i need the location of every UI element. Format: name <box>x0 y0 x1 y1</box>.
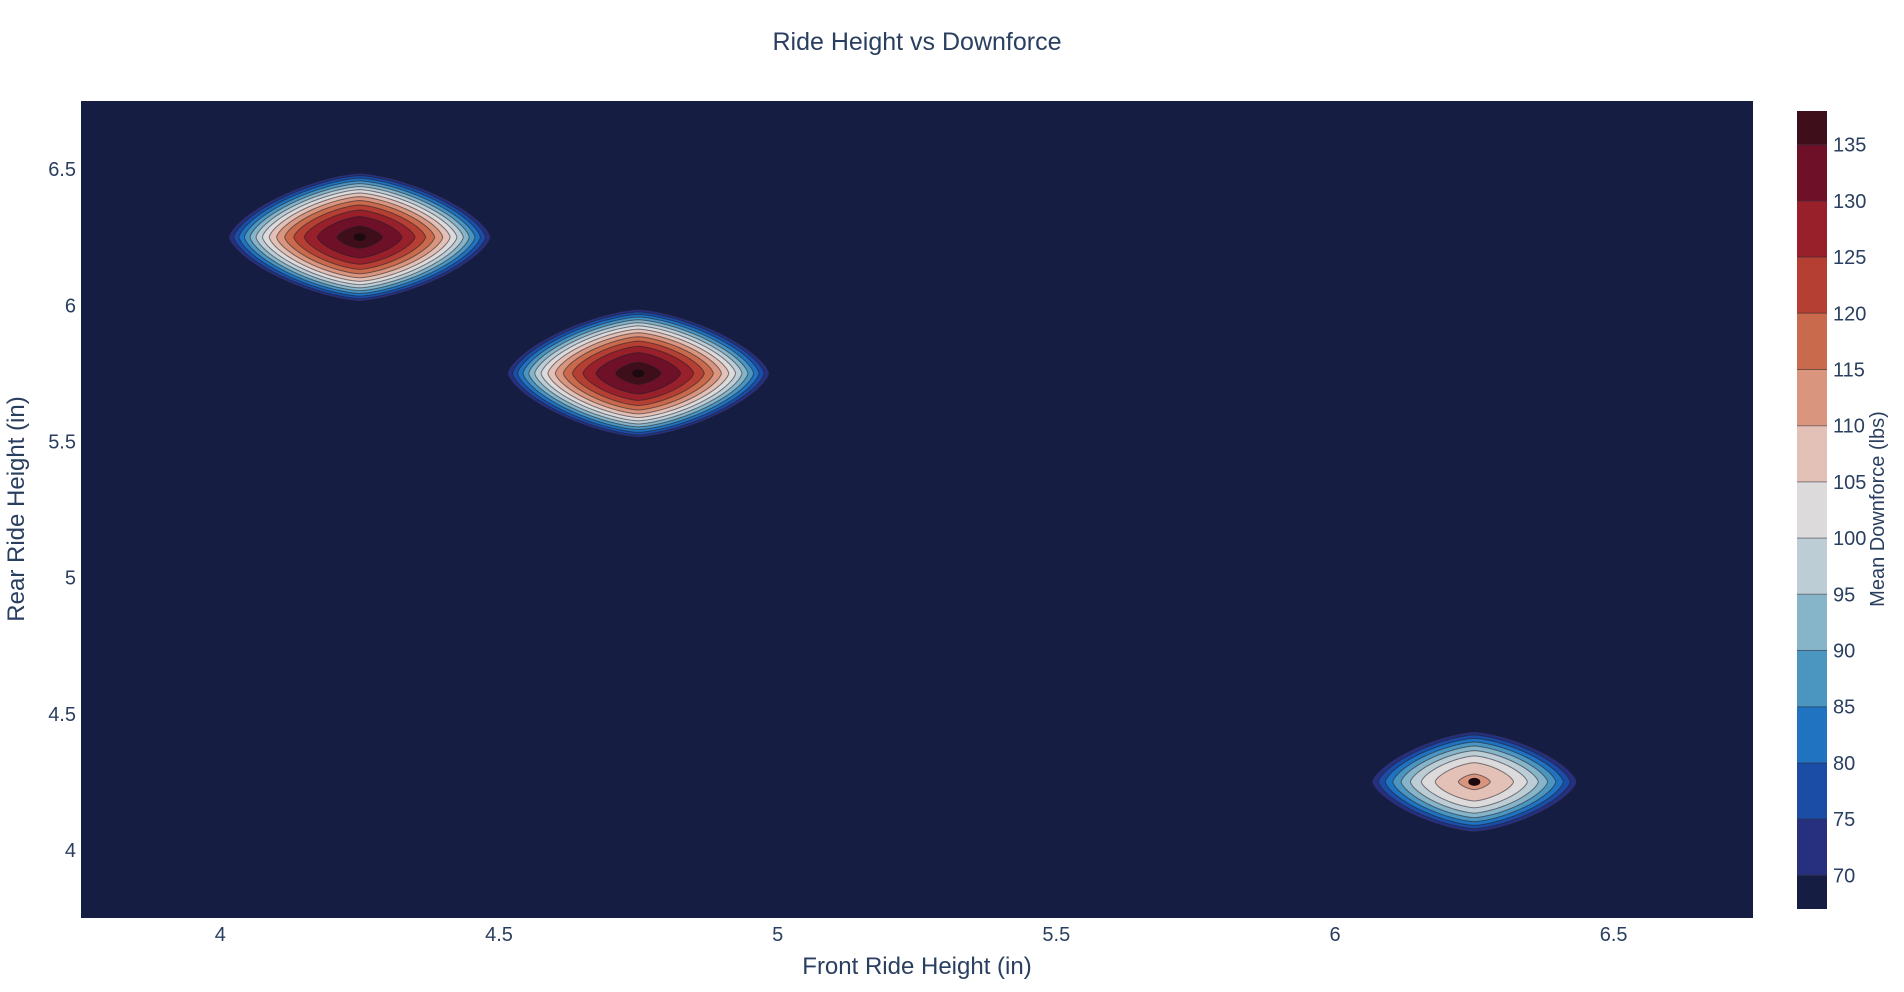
x-axis-title: Front Ride Height (in) <box>802 953 1031 980</box>
colorbar-tick-label: 75 <box>1833 809 1855 831</box>
contour-peak-center <box>1468 777 1481 786</box>
contour-peak-center <box>353 233 366 242</box>
colorbar-band <box>1797 706 1827 763</box>
x-tick-label: 6 <box>1329 924 1340 946</box>
y-tick-label: 5.5 <box>48 431 76 453</box>
colorbar-tick-label: 105 <box>1833 472 1866 494</box>
colorbar-tick-label: 130 <box>1833 191 1866 213</box>
contour-peak-center <box>632 369 645 378</box>
y-tick-label: 6.5 <box>48 159 76 181</box>
colorbar-band <box>1797 425 1827 482</box>
colorbar-ticks: 70 75 80 85 90 95 100 105 110 115 120 125 130 135 <box>1833 135 1866 888</box>
colorbar-title: Mean Downforce (lbs) <box>1867 411 1889 607</box>
colorbar-band <box>1797 538 1827 595</box>
contour-bands <box>228 172 1578 833</box>
colorbar-band <box>1797 313 1827 370</box>
x-tick-label: 5.5 <box>1042 924 1070 946</box>
y-axis-ticks: 4 4.5 5 5.5 6 6.5 <box>48 159 76 862</box>
x-tick-label: 4.5 <box>485 924 513 946</box>
x-axis-ticks: 4 4.5 5 5.5 6 6.5 <box>215 924 1628 946</box>
colorbar-band <box>1797 875 1827 909</box>
contour-peak-3 <box>1371 731 1578 833</box>
colorbar-tick-label: 70 <box>1833 865 1855 887</box>
contour-peak-2 <box>506 308 770 438</box>
y-tick-label: 5 <box>65 568 76 590</box>
colorbar-tick-label: 120 <box>1833 303 1866 325</box>
colorbar-band <box>1797 111 1827 145</box>
colorbar-band <box>1797 481 1827 539</box>
colorbar-band <box>1797 819 1827 876</box>
colorbar-tick-label: 95 <box>1833 584 1855 606</box>
x-tick-label: 5 <box>772 924 783 946</box>
colorbar <box>1797 111 1827 909</box>
colorbar-band <box>1797 369 1827 426</box>
colorbar-band <box>1797 200 1827 258</box>
colorbar-band <box>1797 144 1827 201</box>
contour-peak-1 <box>228 172 492 302</box>
colorbar-band <box>1797 257 1827 314</box>
colorbar-band <box>1797 762 1827 820</box>
colorbar-band <box>1797 650 1827 707</box>
y-axis-title: Rear Ride Height (in) <box>3 396 30 621</box>
colorbar-tick-label: 100 <box>1833 528 1866 550</box>
x-tick-label: 6.5 <box>1600 924 1628 946</box>
colorbar-tick-label: 115 <box>1833 360 1865 382</box>
colorbar-tick-label: 80 <box>1833 753 1855 775</box>
chart-title: Ride Height vs Downforce <box>772 28 1061 56</box>
colorbar-tick-label: 125 <box>1833 247 1866 269</box>
y-tick-label: 4 <box>65 840 76 862</box>
x-tick-label: 4 <box>215 924 226 946</box>
plot-area <box>81 101 1753 918</box>
colorbar-band <box>1797 594 1827 651</box>
y-tick-label: 4.5 <box>48 704 76 726</box>
colorbar-tick-label: 90 <box>1833 640 1855 662</box>
y-tick-label: 6 <box>65 295 76 317</box>
colorbar-tick-label: 85 <box>1833 697 1855 719</box>
colorbar-tick-label: 135 <box>1833 135 1866 157</box>
colorbar-tick-label: 110 <box>1833 416 1865 438</box>
